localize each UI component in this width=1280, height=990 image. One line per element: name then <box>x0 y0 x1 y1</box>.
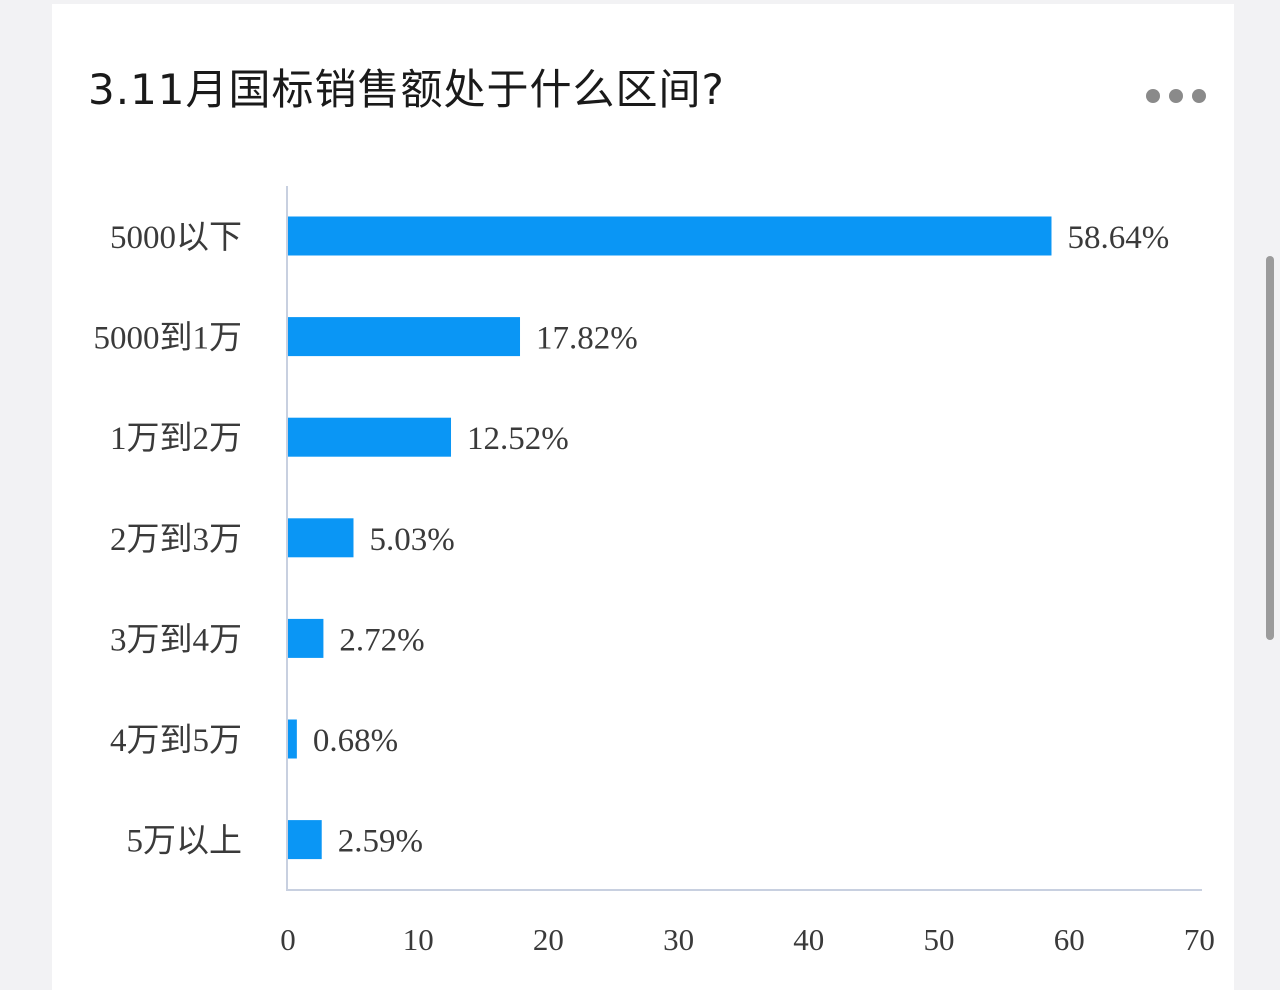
bar <box>288 417 452 457</box>
category-label: 5万以上 <box>127 824 243 860</box>
more-options-icon[interactable] <box>1146 86 1210 106</box>
more-dot <box>1192 89 1206 103</box>
bar <box>288 216 1052 256</box>
page-title: 3.11月国标销售额处于什么区间? <box>88 65 725 114</box>
scrollbar-thumb[interactable] <box>1266 256 1274 640</box>
bar <box>288 518 354 558</box>
category-label: 2万到3万 <box>110 522 242 558</box>
bar <box>288 317 521 357</box>
data-label: 0.68% <box>313 723 398 759</box>
x-tick-label: 0 <box>280 922 296 957</box>
bar <box>288 618 324 658</box>
x-tick-label: 50 <box>924 922 955 957</box>
bar <box>288 820 322 860</box>
bar <box>288 719 297 759</box>
category-label: 1万到2万 <box>110 421 242 457</box>
data-label: 12.52% <box>467 421 569 457</box>
x-tick-label: 30 <box>663 922 694 957</box>
data-label: 58.64% <box>1067 220 1169 256</box>
x-tick-label: 70 <box>1184 922 1215 957</box>
x-tick-label: 40 <box>793 922 824 957</box>
more-dot <box>1146 89 1160 103</box>
data-label: 5.03% <box>369 522 454 558</box>
category-label: 5000以下 <box>110 220 242 256</box>
category-label: 4万到5万 <box>110 723 242 759</box>
more-dot <box>1169 89 1183 103</box>
data-label: 2.59% <box>338 824 423 860</box>
x-tick-label: 10 <box>403 922 434 957</box>
data-label: 17.82% <box>536 321 638 357</box>
category-label: 3万到4万 <box>110 622 242 658</box>
data-label: 2.72% <box>339 622 424 658</box>
x-tick-label: 60 <box>1054 922 1085 957</box>
x-tick-label: 20 <box>533 922 564 957</box>
category-label: 5000到1万 <box>94 321 243 357</box>
chart-card: 3.11月国标销售额处于什么区间? <box>52 4 1234 990</box>
